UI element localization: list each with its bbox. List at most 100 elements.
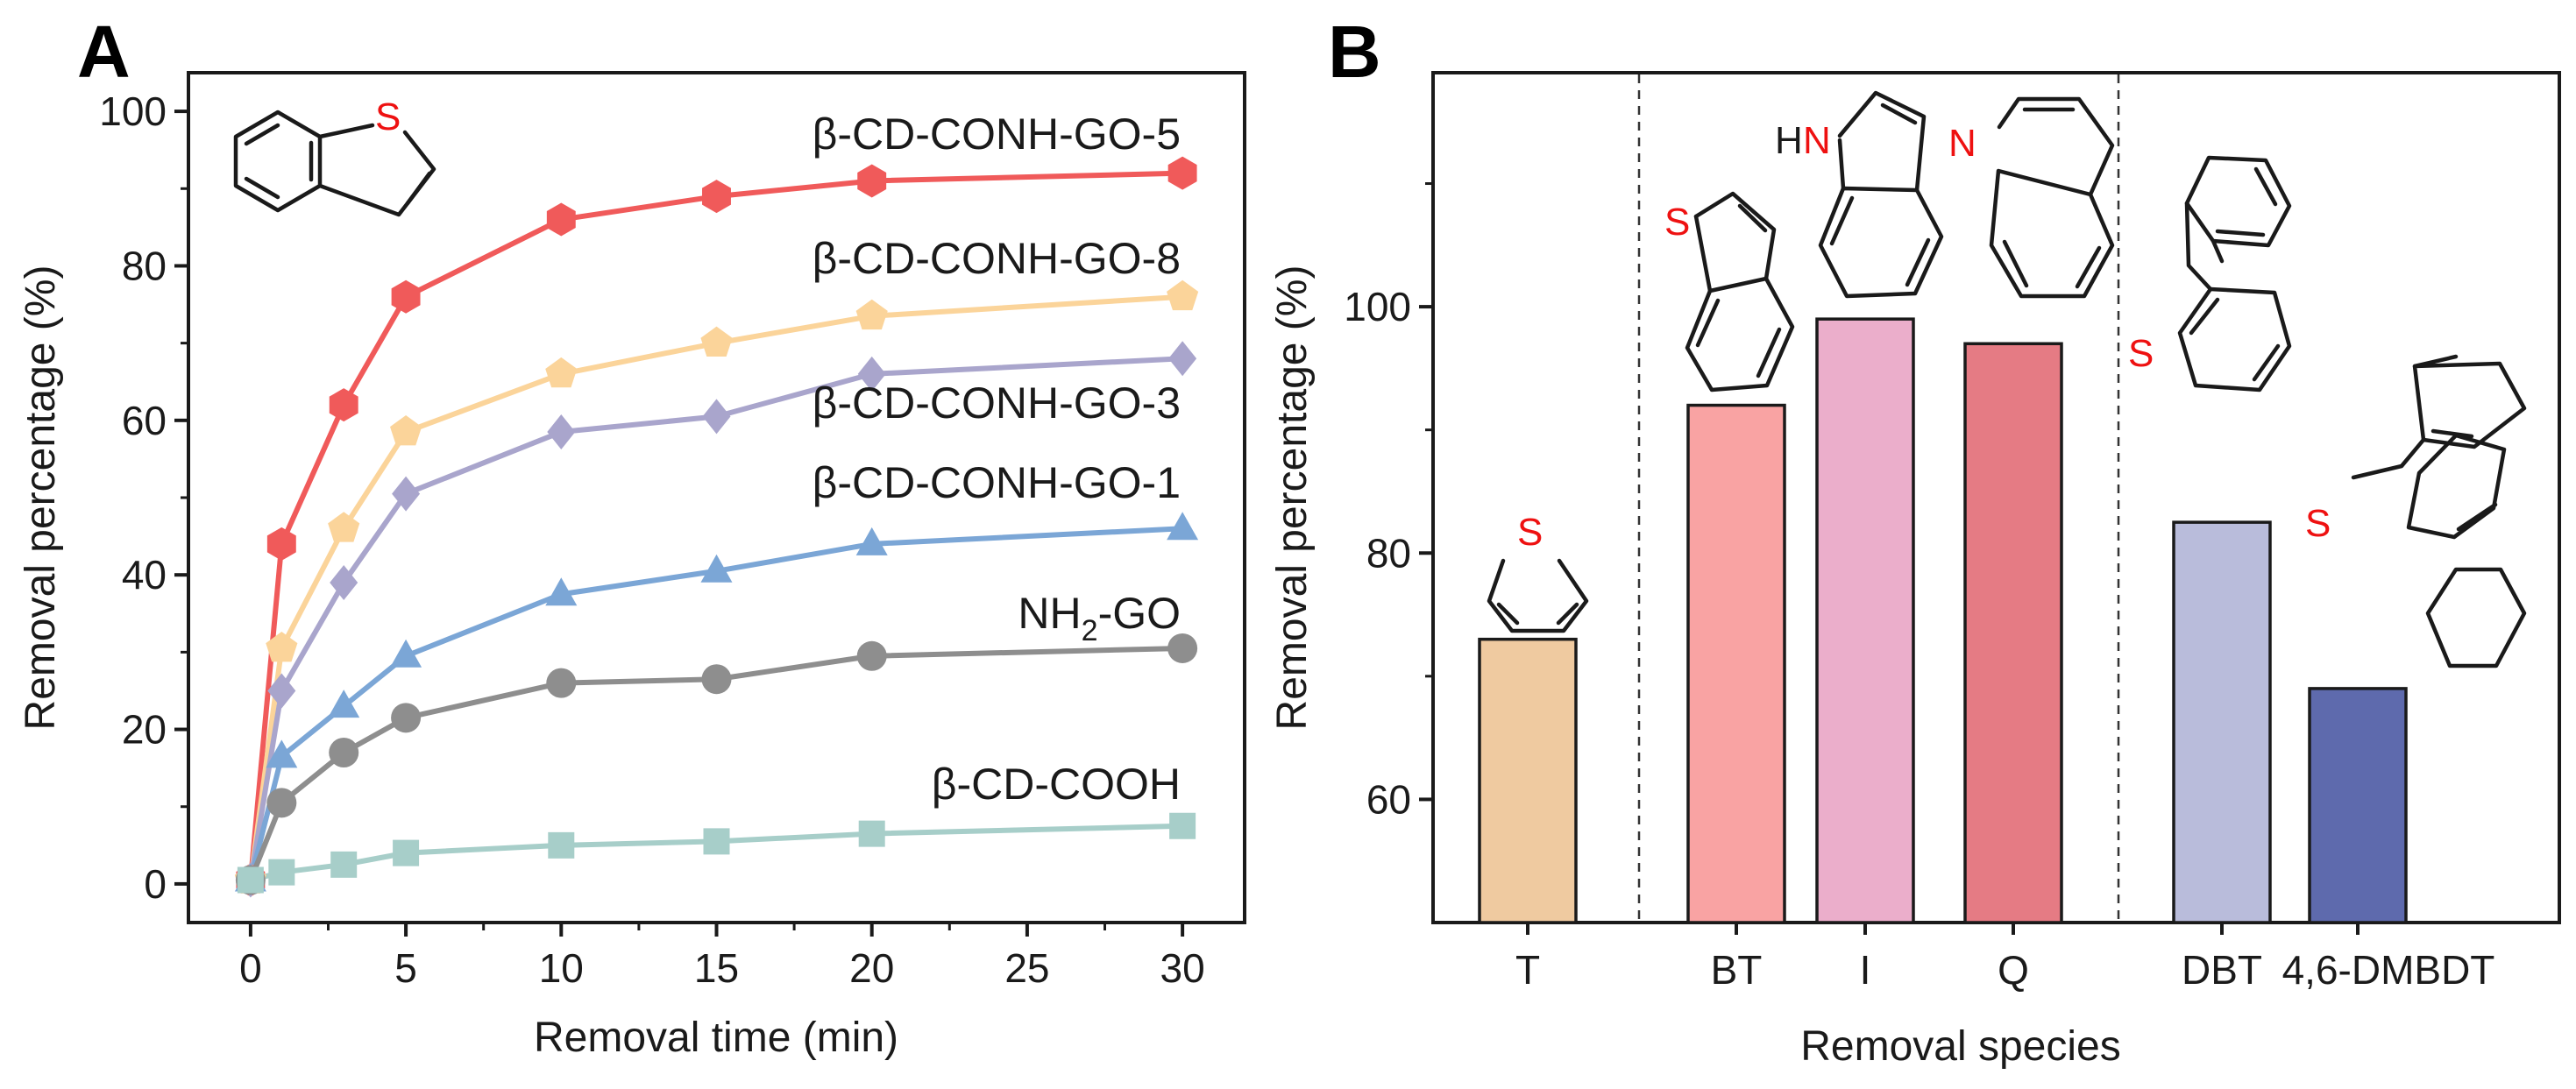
data-point-cd-conh-go-8	[328, 512, 360, 542]
category-label-t: T	[1515, 947, 1540, 993]
panel-letter-a: A	[77, 11, 131, 93]
y-tick-label-a: 20	[122, 707, 167, 753]
bar-i	[1815, 317, 1915, 924]
x-axis-title-b: Removal species	[1800, 1023, 2120, 1070]
x-tick-label-a: 30	[1160, 945, 1205, 991]
data-point-cd-conh-go-1	[390, 639, 422, 668]
data-point-cd-conh-go-5	[702, 180, 731, 214]
series-label-cd-conh-go-1: β-CD-CONH-GO-1	[813, 458, 1181, 507]
data-point-nh2-go	[266, 788, 297, 818]
series-line-cd-conh-go-3	[247, 356, 1183, 880]
category-label-i: I	[1860, 947, 1871, 993]
bar-q	[1963, 342, 2063, 924]
bar-t	[1478, 637, 1578, 924]
y-tick-label-a: 60	[122, 398, 167, 443]
data-point-cd-conh-go-5	[391, 279, 421, 314]
dibenzothiophene-molecule-icon: S	[2128, 155, 2292, 392]
sulfur-atom-label: S	[375, 95, 401, 138]
x-tick-label-a: 5	[394, 945, 417, 991]
data-point-nh2-go	[391, 703, 422, 733]
data-point-cd-conh-go-8	[700, 326, 733, 357]
x-tick-label-a: 0	[239, 945, 262, 991]
series-markers	[234, 156, 1199, 898]
data-point-cd-conh-go-5	[266, 527, 296, 561]
category-label-dbt: DBT	[2182, 947, 2262, 993]
indole-hydrogen-label: H	[1775, 119, 1803, 162]
data-point-cd-conh-go-5	[1167, 156, 1197, 190]
series-labels: β-CD-CONH-GO-5 β-CD-CONH-GO-8 β-CD-CONH-GO…	[813, 110, 1181, 809]
dimethyl-dibenzothiophene-molecule-icon: S	[2305, 354, 2527, 668]
y-tick-label-a: 100	[99, 88, 167, 134]
data-point-cd-cooh	[237, 866, 264, 894]
category-labels: T BT I Q DBT 4,6-DMBDT	[1515, 947, 2494, 993]
bar-4-6-dmbdt	[2308, 687, 2408, 924]
y-axis-title-b: Removal percentage (%)	[1269, 265, 1316, 731]
benzothiophene-molecule-icon: S	[233, 95, 436, 217]
y-tick-label-b: 100	[1344, 284, 1411, 329]
data-point-cd-conh-go-3	[330, 565, 358, 600]
dbt-sulfur-label: S	[2128, 332, 2154, 375]
data-point-cd-conh-go-5	[546, 202, 576, 237]
data-point-cd-cooh	[330, 851, 358, 878]
category-label-q: Q	[1998, 947, 2029, 993]
thiophene-molecule-icon: S	[1487, 511, 1589, 633]
bars	[1478, 317, 2408, 935]
data-point-cd-conh-go-8	[855, 299, 888, 330]
data-point-cd-conh-go-5	[857, 164, 887, 198]
data-point-cd-conh-go-3	[547, 414, 576, 450]
series-label-cd-cooh: β-CD-COOH	[932, 760, 1181, 809]
benzothiophene-molecule-icon-b: S	[1664, 191, 1795, 392]
series-line-cd-conh-go-5	[247, 170, 1183, 880]
x-tick-label-a: 15	[694, 945, 739, 991]
quinoline-nitrogen-label: N	[1948, 122, 1976, 165]
panel-letter-b: B	[1328, 11, 1381, 93]
y-tick-label-a: 80	[122, 243, 167, 288]
data-point-nh2-go	[329, 738, 359, 767]
y-tick-label-b: 80	[1366, 530, 1411, 576]
data-point-nh2-go	[546, 668, 577, 698]
x-tick-label-a: 25	[1004, 945, 1049, 991]
data-point-cd-conh-go-8	[545, 357, 578, 388]
series-label-cd-conh-go-5: β-CD-CONH-GO-5	[813, 110, 1181, 159]
y-tick-label-b: 60	[1366, 776, 1411, 822]
data-point-cd-conh-go-1	[700, 554, 733, 583]
category-label-bt: BT	[1711, 947, 1763, 993]
data-point-cd-conh-go-3	[267, 673, 296, 709]
y-tick-label-a: 0	[144, 861, 167, 907]
data-point-cd-conh-go-3	[857, 356, 886, 392]
series-label-cd-conh-go-3: β-CD-CONH-GO-3	[813, 378, 1181, 428]
data-point-cd-conh-go-1	[545, 577, 578, 606]
data-point-nh2-go	[1167, 633, 1198, 663]
data-point-cd-conh-go-3	[702, 399, 731, 435]
quinoline-molecule-icon: N	[1948, 96, 2115, 299]
data-point-cd-cooh	[858, 820, 885, 847]
y-tick-label-a: 40	[122, 552, 167, 598]
dmdbt-sulfur-label: S	[2305, 502, 2331, 545]
indole-nitrogen-label: N	[1803, 119, 1831, 162]
bt-sulfur-label: S	[1664, 201, 1690, 244]
data-point-cd-cooh	[268, 859, 295, 886]
x-tick-label-a: 10	[539, 945, 584, 991]
thiophene-sulfur-label: S	[1517, 511, 1543, 554]
data-point-cd-conh-go-8	[266, 631, 298, 662]
data-point-cd-conh-go-8	[1167, 279, 1199, 311]
series-label-cd-conh-go-8: β-CD-CONH-GO-8	[813, 234, 1181, 283]
data-point-cd-conh-go-1	[266, 739, 298, 768]
data-point-cd-conh-go-3	[392, 476, 421, 512]
x-axis-title-a: Removal time (min)	[534, 1015, 898, 1061]
series-line-cd-conh-go-8	[247, 293, 1183, 880]
bar-dbt	[2172, 520, 2272, 924]
data-point-cd-cooh	[548, 831, 575, 859]
data-point-cd-conh-go-3	[1168, 341, 1197, 377]
data-point-cd-cooh	[1169, 812, 1196, 839]
data-point-nh2-go	[701, 664, 732, 695]
data-point-nh2-go	[856, 640, 887, 671]
data-point-cd-conh-go-1	[855, 527, 888, 555]
data-point-cd-conh-go-1	[328, 689, 360, 718]
series-line-cd-conh-go-1	[247, 526, 1183, 881]
y-axis-title-a: Removal percentage (%)	[18, 265, 64, 731]
data-point-cd-conh-go-1	[1167, 512, 1199, 541]
data-point-cd-cooh	[393, 839, 420, 866]
